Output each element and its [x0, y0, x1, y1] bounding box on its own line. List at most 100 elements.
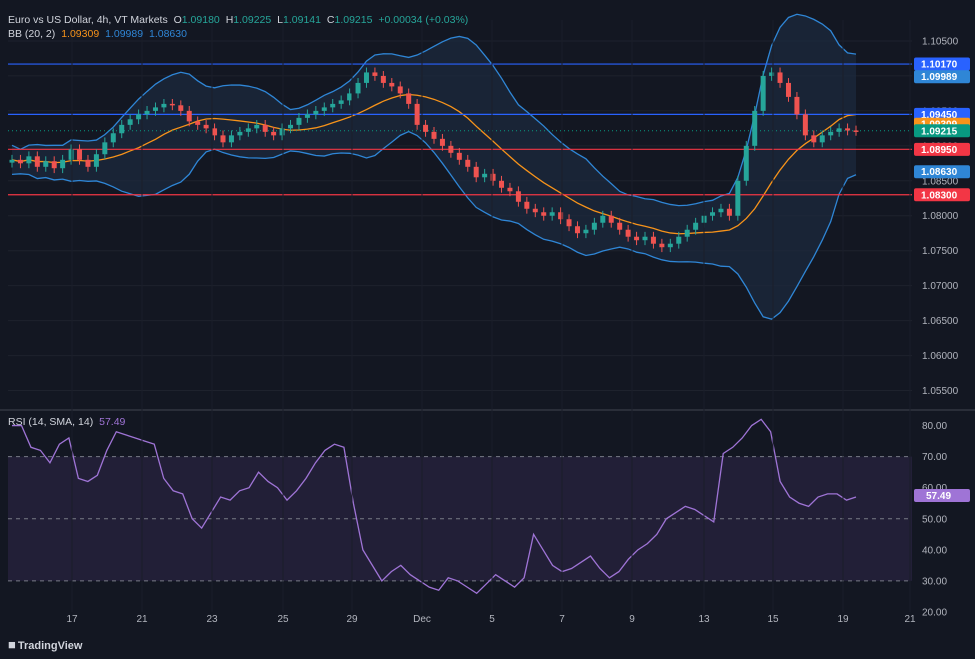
rsi-tick-label: 50.00 [922, 514, 947, 525]
time-tick-label: 13 [698, 614, 710, 625]
time-tick-label: 29 [346, 614, 358, 625]
time-tick-label: 21 [904, 614, 916, 625]
time-tick-label: 17 [66, 614, 78, 625]
candle-body [288, 124, 294, 129]
rsi-value-tag-label: 57.49 [926, 491, 951, 502]
candle-body [617, 222, 623, 230]
candle-body [212, 128, 218, 136]
candle-body [26, 156, 32, 164]
candle-body [363, 72, 369, 83]
price-tag [914, 124, 970, 138]
candle-body [220, 135, 226, 143]
tradingview-logo[interactable]: ■ TradingView [8, 637, 82, 652]
price-tick-label: 1.07500 [922, 246, 959, 257]
candle-body [760, 75, 766, 111]
bb-fill [12, 14, 856, 320]
candle-body [380, 75, 386, 83]
rsi-tick-label: 60.00 [922, 483, 947, 494]
candle-body [853, 130, 859, 132]
bb-legend[interactable]: BB (20, 2) 1.09309 1.09989 1.08630 [8, 28, 190, 40]
rsi-pane: 80.00 70.00 60.00 50.00 40.00 30.00 20.00 57.49 [8, 418, 970, 619]
candle-body [397, 86, 403, 94]
candle-body [60, 159, 66, 169]
price-tag [914, 57, 970, 71]
candle-body [642, 236, 648, 241]
candle-body [473, 166, 479, 178]
candle-body [245, 128, 251, 132]
open-label: O [173, 14, 182, 26]
candle-body [144, 110, 150, 115]
candle-body [195, 121, 201, 125]
candle-body [566, 219, 572, 227]
bb-basis-line [11, 93, 857, 235]
candle-body [785, 82, 791, 97]
candle-body [828, 131, 834, 136]
price-tag-label: 1.08300 [921, 190, 958, 201]
candle-body [549, 212, 555, 216]
candle-body [667, 243, 673, 248]
candle-body [574, 226, 580, 234]
bb-lower-value: 1.08630 [148, 28, 187, 40]
candle-body [17, 159, 23, 164]
candle-body [178, 105, 184, 111]
candle-body [406, 93, 412, 104]
candle-body [110, 133, 116, 143]
candle-body [541, 212, 547, 216]
candle-body [423, 124, 429, 132]
candle-body [710, 212, 716, 216]
rsi-tick-label: 30.00 [922, 576, 947, 587]
candle-body [372, 72, 378, 76]
candle-body [836, 128, 842, 132]
candle-body [330, 103, 336, 108]
price-tag-label: 1.09450 [921, 110, 958, 121]
candle-body [85, 159, 91, 167]
bb-label: BB (20, 2) [8, 28, 56, 40]
candle-body [321, 107, 327, 111]
low-value: 1.09141 [283, 14, 321, 26]
candle-body [769, 72, 775, 76]
time-tick-label: 15 [767, 614, 779, 625]
price-tick-label: 1.06000 [922, 351, 959, 362]
price-tick-label: 1.06500 [922, 316, 959, 327]
price-pane: 1.105001.100001.095001.090001.085001.080… [0, 13, 975, 411]
candle-body [414, 103, 420, 125]
bb-upper-line [11, 13, 857, 207]
candle-body [237, 131, 243, 136]
candle-body [676, 236, 682, 244]
candle-body [490, 173, 496, 181]
time-tick-label: 19 [837, 614, 849, 625]
candle-body [583, 229, 589, 234]
rsi-value: 57.49 [99, 416, 126, 428]
time-tick-label: 5 [489, 614, 495, 625]
candle-body [743, 145, 749, 181]
candle-body [726, 208, 732, 216]
candle-body [684, 229, 690, 237]
close-value: 1.09215 [334, 14, 373, 26]
price-tick-label: 1.07000 [922, 281, 959, 292]
symbol-title[interactable]: Euro vs US Dollar, 4h, VT Markets [8, 14, 168, 26]
close-label: C [326, 14, 335, 26]
candle-body [136, 114, 142, 120]
bb-upper-value: 1.09989 [105, 28, 144, 40]
rsi-legend[interactable]: RSI (14, SMA, 14) 57.49 [8, 416, 128, 428]
candle-body [228, 135, 234, 143]
price-tag [914, 165, 970, 179]
low-label: L [277, 14, 284, 26]
candle-body [819, 135, 825, 143]
time-tick-label: 23 [206, 614, 218, 625]
tradingview-logo-text: TradingView [17, 640, 83, 652]
candle-body [845, 128, 851, 131]
candle-body [355, 82, 361, 94]
candle-body [389, 82, 395, 87]
candle-body [161, 103, 167, 108]
candle-body [794, 96, 800, 115]
price-tag-label: 1.08630 [921, 167, 958, 178]
candle-body [127, 119, 133, 125]
time-tick-label: 9 [629, 614, 635, 625]
candle-body [591, 222, 597, 230]
candle-body [659, 243, 665, 248]
candle-body [634, 236, 640, 241]
candle-body [802, 114, 808, 136]
candle-body [304, 114, 310, 118]
